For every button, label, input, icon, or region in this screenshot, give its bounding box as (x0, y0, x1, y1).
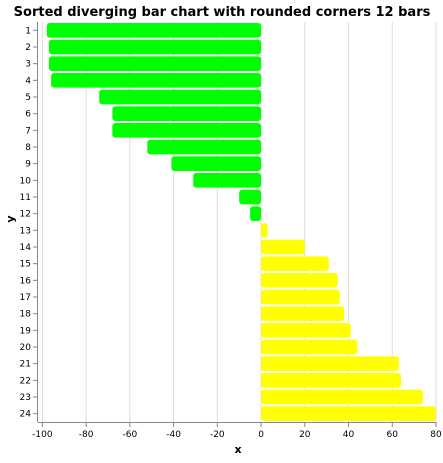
y-axis-title: y (4, 215, 17, 222)
bar-4 (51, 73, 262, 88)
y-tick-label-20: 20 (20, 343, 32, 353)
bar-12 (250, 206, 262, 221)
y-tick-label-22: 22 (20, 376, 31, 386)
y-tick-label-17: 17 (20, 293, 31, 303)
y-tick-label-19: 19 (20, 326, 32, 336)
y-tick-label-21: 21 (20, 360, 31, 370)
y-tick-label-23: 23 (20, 393, 31, 403)
bar-11 (239, 189, 262, 205)
y-tick-label-12: 12 (20, 210, 31, 220)
bar-21 (261, 356, 399, 371)
bar-14 (261, 239, 305, 255)
bar-7 (112, 123, 262, 138)
bar-8 (147, 139, 262, 155)
x-tick-label-2: -60 (122, 430, 137, 440)
bar-3 (48, 56, 262, 71)
y-tick-label-7: 7 (25, 126, 31, 136)
y-tick-label-2: 2 (25, 43, 31, 53)
bar-9 (171, 156, 262, 171)
y-tick-label-3: 3 (25, 60, 31, 70)
bar-19 (261, 323, 351, 338)
y-tick-label-13: 13 (20, 226, 31, 236)
bar-18 (261, 306, 345, 321)
bar-16 (261, 273, 338, 288)
x-tick-label-9: 80 (430, 430, 442, 440)
chart-title: Sorted diverging bar chart with rounded … (14, 5, 431, 20)
y-tick-label-14: 14 (20, 243, 32, 253)
y-tick-label-24: 24 (20, 410, 32, 420)
y-tick-label-16: 16 (20, 276, 32, 286)
bar-6 (112, 106, 262, 121)
y-tick-label-11: 11 (20, 193, 31, 203)
x-axis-title: x (234, 443, 241, 456)
bar-17 (261, 289, 340, 305)
bar-1 (46, 23, 262, 38)
bar-22 (261, 373, 402, 388)
x-tick-label-5: 0 (258, 430, 264, 440)
y-tick-label-4: 4 (25, 76, 31, 86)
bar-13 (261, 223, 268, 238)
bar-24 (261, 406, 436, 421)
bar-5 (99, 89, 262, 105)
x-tick-label-8: 60 (387, 430, 399, 440)
y-tick-label-5: 5 (25, 93, 31, 103)
y-tick-label-8: 8 (25, 143, 31, 153)
bar-15 (261, 256, 329, 271)
axes: -100 -80 -60 -40 -20 0 20 40 60 80123456789101112… (20, 22, 442, 440)
bars (46, 23, 436, 421)
y-tick-label-1: 1 (25, 26, 31, 36)
y-tick-label-18: 18 (20, 310, 32, 320)
y-tick-label-15: 15 (20, 260, 31, 270)
grid-lines (41, 22, 437, 422)
bar-23 (261, 389, 423, 405)
x-tick-label-0: -100 (32, 430, 53, 440)
y-tick-label-6: 6 (25, 110, 31, 120)
x-tick-label-4: -20 (210, 430, 225, 440)
x-tick-label-3: -40 (166, 430, 181, 440)
x-tick-label-6: 20 (299, 430, 311, 440)
x-tick-label-1: -80 (79, 430, 94, 440)
y-tick-label-9: 9 (25, 160, 31, 170)
y-tick-label-10: 10 (20, 176, 32, 186)
bar-10 (193, 173, 262, 188)
bar-20 (261, 339, 358, 355)
bar-2 (48, 39, 262, 55)
x-tick-label-7: 40 (343, 430, 355, 440)
